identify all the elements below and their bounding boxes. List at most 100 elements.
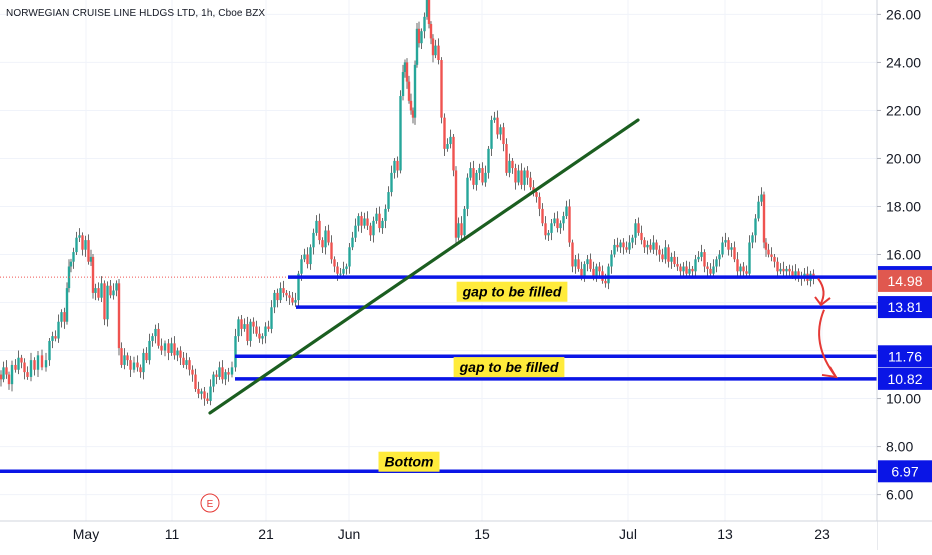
candle-up — [300, 259, 303, 274]
candle-down — [511, 160, 514, 169]
candle-down — [321, 240, 324, 248]
gap-note-2[interactable]: gap to be filled — [453, 357, 565, 378]
candle-up — [294, 300, 297, 303]
candle-up — [463, 208, 466, 236]
candle-down — [625, 247, 628, 250]
gap-note-2-bg — [453, 357, 565, 378]
candle-up — [712, 266, 715, 274]
candle-down — [87, 240, 90, 262]
candle-up — [224, 372, 227, 380]
candle-up — [547, 232, 550, 236]
candle-down — [109, 285, 112, 296]
annotation-notes: gap to be filled gap to be filled Bottom E — [200, 281, 568, 513]
candle-up — [170, 343, 173, 353]
candle-down — [706, 266, 709, 269]
candle-down — [727, 240, 730, 250]
candle-down — [427, 0, 431, 25]
candle-down — [23, 362, 26, 373]
candle-up — [466, 177, 469, 209]
level-price-tag-gap2-top — [878, 345, 932, 368]
candle-up — [619, 242, 622, 248]
candle-down — [770, 254, 773, 257]
candle-down — [460, 223, 463, 236]
candle-up — [484, 172, 487, 183]
candle-down — [514, 168, 517, 183]
candle-up — [75, 237, 78, 253]
candle-down — [63, 312, 66, 322]
candle-up — [779, 268, 782, 272]
candle-down — [745, 271, 748, 274]
candle-down — [333, 259, 336, 267]
time-tick-label: 23 — [814, 526, 830, 542]
candle-up — [754, 218, 757, 236]
candle-down — [20, 357, 23, 363]
level-price-label-gap2-top: 11.76 — [888, 348, 922, 364]
candle-down — [327, 230, 330, 243]
candle-up — [694, 259, 697, 272]
candle-down — [526, 170, 529, 178]
candle-down — [691, 268, 694, 272]
candle-up — [151, 336, 154, 341]
candle-up — [297, 273, 300, 301]
candle-up — [249, 321, 252, 341]
candle-up — [697, 256, 700, 260]
bottom-note[interactable]: Bottom — [378, 451, 440, 472]
candle-up — [610, 254, 613, 267]
candle-up — [69, 261, 73, 267]
candle-down — [592, 268, 595, 277]
candle-down — [129, 360, 132, 370]
candle-up — [628, 242, 631, 250]
candle-up — [586, 259, 589, 265]
candle-down — [7, 374, 11, 385]
candle-up — [218, 367, 221, 377]
candle-down — [136, 362, 139, 368]
earnings-circle — [200, 493, 220, 513]
gap-note-1-bg — [456, 281, 568, 302]
candle-up — [348, 247, 351, 267]
gap-note-1[interactable]: gap to be filled — [456, 281, 568, 302]
candle-up — [387, 192, 390, 209]
candle-up — [115, 283, 118, 291]
price-tick-label: 22.00 — [886, 102, 921, 118]
candle-down — [640, 232, 643, 241]
trendline[interactable] — [208, 118, 640, 415]
candle-down — [203, 391, 206, 399]
candle-down — [167, 343, 170, 353]
candle-down — [227, 372, 230, 375]
candle-up — [523, 170, 526, 185]
candle-down — [173, 343, 176, 356]
candle-up — [163, 343, 167, 351]
candle-up — [48, 340, 51, 361]
candle-up — [446, 144, 449, 149]
candle-up — [363, 218, 366, 226]
candle-down — [182, 357, 185, 365]
candle-down — [703, 252, 706, 267]
candle-up — [475, 172, 478, 185]
candle-down — [520, 170, 523, 185]
candle-down — [556, 218, 559, 229]
candle-up — [721, 242, 724, 255]
symbol-title: NORWEGIAN CRUISE LINE HLDGS LTD, 1h, Cbo… — [6, 8, 266, 19]
candle-down — [589, 259, 592, 269]
candle-down — [443, 117, 446, 149]
candle-down — [767, 249, 770, 255]
candle-up — [44, 360, 48, 368]
candle-down — [782, 268, 785, 272]
candle-down — [33, 360, 36, 370]
candle-down — [191, 369, 194, 375]
candle-down — [679, 266, 682, 272]
candle-down — [206, 398, 209, 401]
candle-up — [794, 271, 797, 277]
candle-up — [739, 266, 742, 272]
bottom-note-text: Bottom — [385, 454, 434, 470]
candle-up — [72, 252, 75, 262]
candle-up — [688, 268, 691, 274]
candle-down — [405, 62, 409, 82]
candle-up — [176, 350, 179, 356]
candle-down — [676, 264, 679, 267]
earnings-marker[interactable]: E — [200, 493, 220, 513]
arrow-1 — [817, 277, 825, 306]
level-price-label-bottom: 6.97 — [891, 463, 918, 479]
